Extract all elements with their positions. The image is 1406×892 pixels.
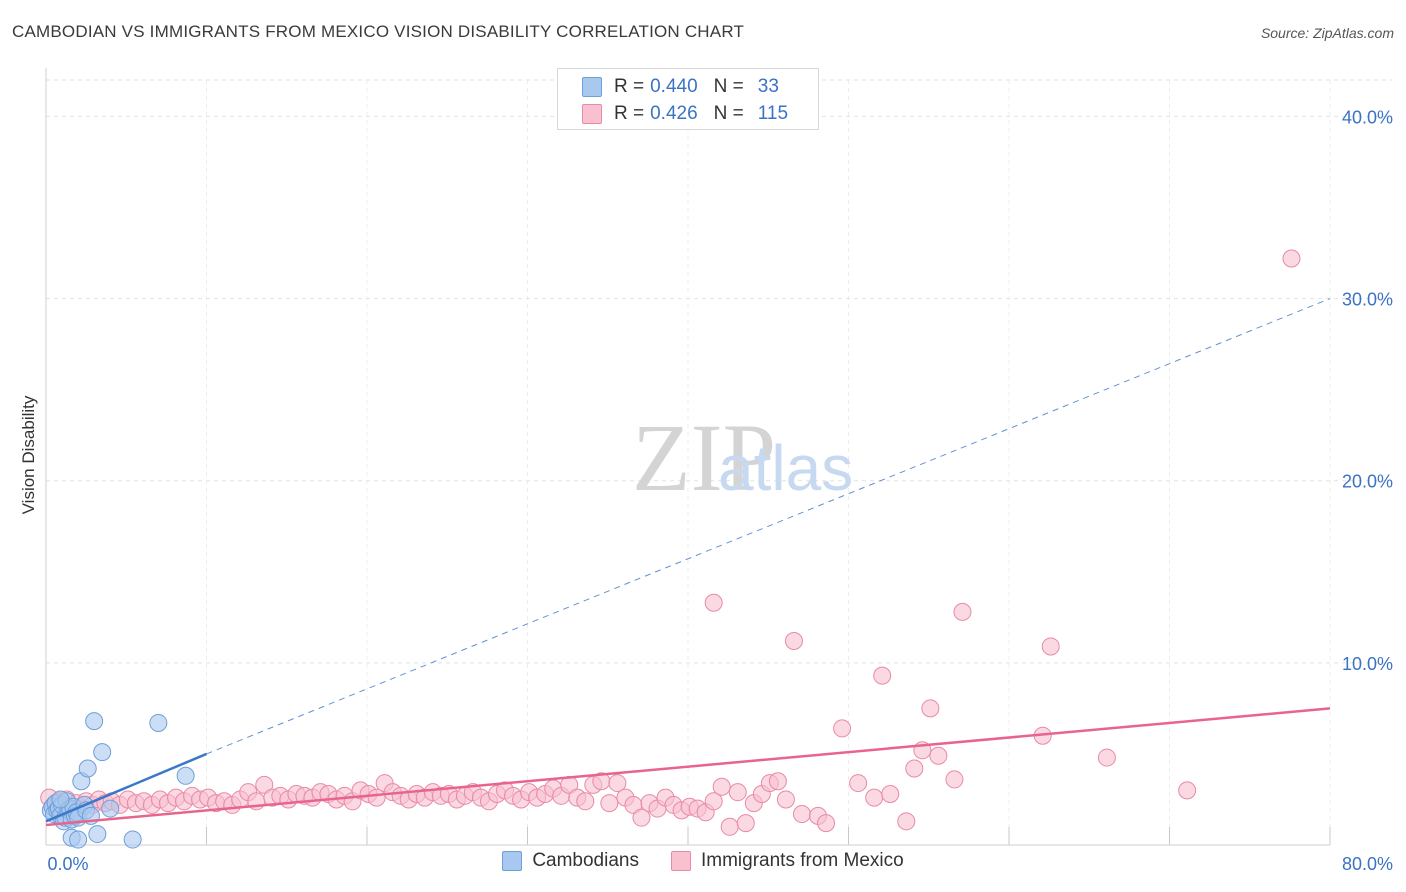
- r-label: R =: [614, 76, 645, 97]
- mexico-point: [921, 699, 940, 718]
- cambodian-point: [176, 766, 195, 785]
- y-tick-label: 40.0%: [1342, 107, 1393, 127]
- series-cambodians: [41, 712, 195, 849]
- mexico-point: [849, 774, 868, 793]
- n-label: N =: [713, 103, 744, 124]
- x-tick-label-min: 0.0%: [47, 854, 88, 874]
- mexico-point: [792, 805, 811, 824]
- y-tick-label: 20.0%: [1342, 472, 1393, 492]
- trend-line-cambodians: [45, 752, 207, 823]
- mexico-point: [608, 774, 627, 793]
- mexico-point: [953, 602, 972, 621]
- mexico-point: [704, 792, 723, 811]
- legend-series: Cambodians Immigrants from Mexico: [0, 850, 1406, 872]
- axes: [45, 68, 1331, 846]
- n-value-mexico: 115: [757, 103, 789, 124]
- r-label: R =: [614, 103, 645, 124]
- legend-label-cambodians: Cambodians: [532, 850, 639, 871]
- cambodian-point: [88, 825, 107, 844]
- mexico-point: [736, 814, 755, 833]
- watermark-zip: ZIP: [632, 404, 776, 511]
- mexico-point: [817, 814, 836, 833]
- mexico-point: [768, 772, 787, 791]
- series-layer: [40, 249, 1301, 849]
- x-tick-label-max: 80.0%: [1342, 854, 1393, 874]
- y-tick-label: 10.0%: [1342, 654, 1393, 674]
- legend-swatch-cambodians: [582, 77, 602, 97]
- chart-title: CAMBODIAN VS IMMIGRANTS FROM MEXICO VISI…: [12, 22, 745, 41]
- legend-swatch-cambodians: [502, 851, 523, 871]
- mexico-point: [929, 746, 948, 765]
- mexico-point: [712, 777, 731, 796]
- trend-line-mexico: [45, 707, 1331, 827]
- legend-swatch-mexico: [670, 851, 691, 871]
- mexico-point: [881, 785, 900, 803]
- mexico-point: [784, 632, 803, 650]
- legend-label-mexico: Immigrants from Mexico: [700, 850, 904, 871]
- mexico-point: [255, 775, 274, 794]
- legend-stats: R = 0.440 N = 33 R = 0.426 N = 115: [557, 68, 819, 130]
- cambodian-point: [78, 759, 97, 778]
- mexico-point: [1282, 249, 1301, 268]
- legend-row-cambodians: R = 0.440 N = 33: [582, 75, 779, 99]
- legend-item-mexico[interactable]: Immigrants from Mexico: [670, 850, 904, 872]
- mexico-point: [897, 812, 916, 831]
- r-value-mexico: 0.426: [650, 103, 698, 124]
- mexico-point: [728, 783, 747, 802]
- cambodian-point: [69, 830, 88, 849]
- mexico-point: [1178, 781, 1197, 800]
- mexico-point: [1097, 748, 1116, 767]
- trend-line-cambodians-extension: [206, 298, 1331, 755]
- legend-swatch-mexico: [582, 104, 602, 124]
- mexico-point: [776, 790, 795, 809]
- cambodian-point: [85, 712, 104, 731]
- trend-layer: [45, 298, 1331, 827]
- mexico-point: [865, 788, 884, 807]
- y-axis-label: Vision Disability: [19, 395, 38, 514]
- mexico-point: [632, 808, 651, 827]
- source-label: Source: ZipAtlas.com: [1260, 25, 1394, 41]
- cambodian-point: [101, 799, 120, 818]
- mexico-point: [600, 794, 619, 813]
- legend-item-cambodians[interactable]: Cambodians: [502, 850, 639, 872]
- mexico-point: [873, 666, 892, 685]
- mexico-point: [720, 817, 739, 836]
- legend-row-mexico: R = 0.426 N = 115: [582, 102, 788, 126]
- mexico-point: [1041, 637, 1060, 656]
- watermark: ZIP atlas: [632, 404, 853, 511]
- mexico-point: [945, 770, 964, 789]
- tick-labels: 10.0% 20.0% 30.0% 40.0% 0.0% 80.0%: [47, 107, 1393, 874]
- mexico-point: [833, 719, 852, 738]
- y-tick-label: 30.0%: [1342, 290, 1393, 310]
- n-value-cambodians: 33: [757, 76, 779, 97]
- cambodian-point: [123, 830, 142, 849]
- series-mexico: [40, 249, 1301, 836]
- mexico-point: [905, 759, 924, 778]
- cambodian-point: [51, 790, 70, 809]
- watermark-atlas: atlas: [718, 432, 853, 504]
- mexico-point: [704, 593, 723, 612]
- r-value-cambodians: 0.440: [650, 76, 698, 97]
- cambodian-point: [93, 743, 112, 762]
- n-label: N =: [713, 76, 744, 97]
- cambodian-point: [149, 713, 168, 732]
- mexico-point: [576, 792, 595, 811]
